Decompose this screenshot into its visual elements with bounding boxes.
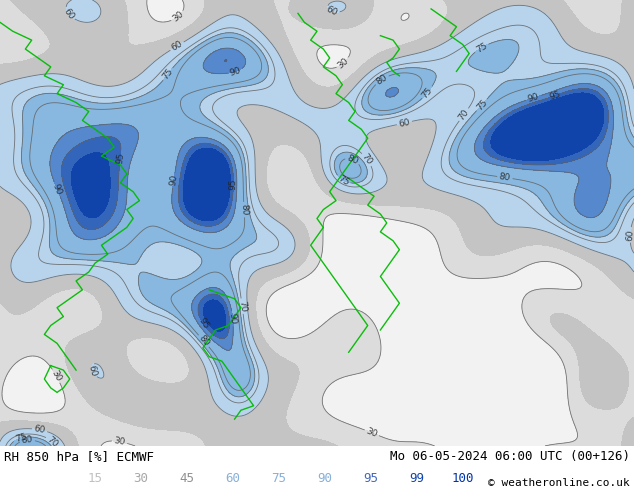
- Text: 95: 95: [548, 90, 562, 102]
- Text: 90: 90: [527, 92, 540, 104]
- Text: 95: 95: [197, 317, 210, 331]
- Text: 80: 80: [498, 172, 511, 183]
- Text: 75: 75: [336, 173, 351, 187]
- Text: 90: 90: [51, 182, 63, 196]
- Text: 45: 45: [179, 472, 195, 485]
- Text: 30: 30: [113, 436, 126, 447]
- Text: 60: 60: [62, 7, 76, 21]
- Text: 75: 75: [14, 432, 27, 444]
- Text: 95: 95: [115, 152, 126, 164]
- Text: 75: 75: [475, 98, 489, 112]
- Text: 70: 70: [45, 435, 60, 449]
- Text: 80: 80: [375, 73, 389, 87]
- Text: 90: 90: [318, 472, 332, 485]
- Text: 30: 30: [336, 56, 351, 70]
- Text: 60: 60: [398, 118, 411, 129]
- Text: 30: 30: [365, 426, 379, 439]
- Text: 60: 60: [325, 5, 339, 18]
- Text: 60: 60: [226, 472, 240, 485]
- Text: 60: 60: [625, 229, 634, 241]
- Text: Mo 06-05-2024 06:00 UTC (00+126): Mo 06-05-2024 06:00 UTC (00+126): [390, 450, 630, 463]
- Text: © weatheronline.co.uk: © weatheronline.co.uk: [488, 478, 630, 488]
- Text: 75: 75: [271, 472, 287, 485]
- Text: 80: 80: [21, 435, 34, 445]
- Text: 80: 80: [239, 204, 249, 216]
- Text: 60: 60: [33, 424, 46, 435]
- Text: 70: 70: [237, 300, 247, 313]
- Text: 15: 15: [87, 472, 103, 485]
- Text: 80: 80: [197, 334, 211, 348]
- Text: 95: 95: [229, 179, 238, 190]
- Text: 99: 99: [410, 472, 425, 485]
- Text: 70: 70: [360, 152, 374, 167]
- Text: 30: 30: [49, 369, 63, 383]
- Text: 30: 30: [171, 9, 185, 24]
- Text: 75: 75: [474, 41, 489, 54]
- Text: 95: 95: [363, 472, 378, 485]
- Text: 30: 30: [134, 472, 148, 485]
- Text: 60: 60: [170, 39, 184, 53]
- Text: 60: 60: [86, 364, 98, 377]
- Text: 90: 90: [228, 66, 242, 77]
- Text: 100: 100: [452, 472, 474, 485]
- Text: 75: 75: [161, 67, 175, 81]
- Text: 80: 80: [346, 153, 359, 166]
- Text: RH 850 hPa [%] ECMWF: RH 850 hPa [%] ECMWF: [4, 450, 154, 463]
- Text: 70: 70: [457, 107, 471, 122]
- Text: 90: 90: [228, 313, 238, 325]
- Text: 90: 90: [169, 174, 179, 187]
- Text: 75: 75: [420, 85, 434, 100]
